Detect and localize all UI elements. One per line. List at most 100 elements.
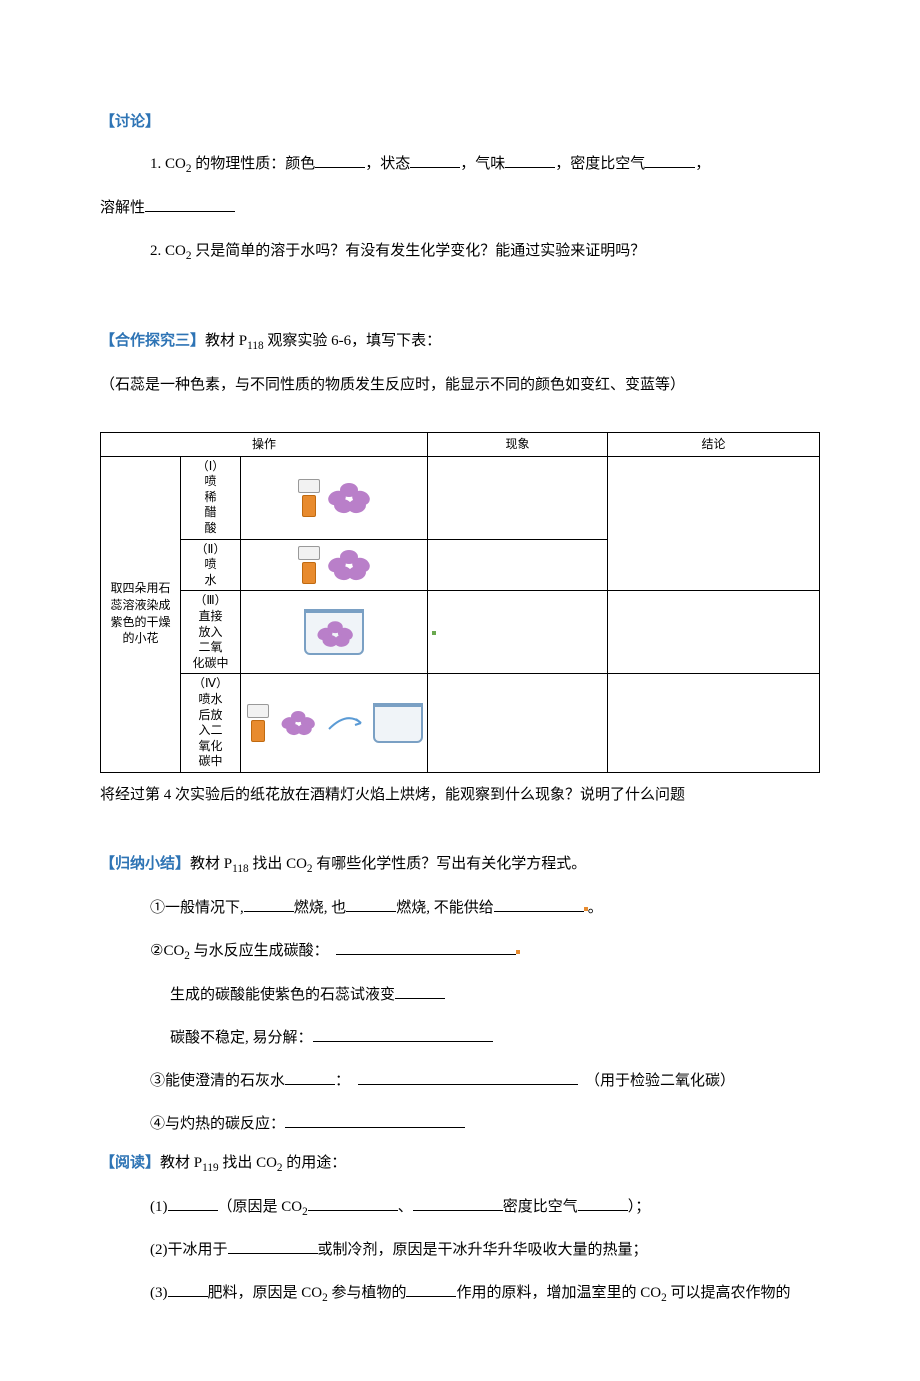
text: ④与灼热的碳反应： (150, 1116, 285, 1132)
left-label: 取四朵用石蕊溶液染成紫色的干燥的小花 (101, 456, 181, 772)
blank (645, 153, 695, 168)
flower-icon (281, 711, 316, 735)
row-num: （Ⅱ） (185, 542, 236, 558)
text: 燃烧, 也 (294, 900, 347, 916)
text: 燃烧, 不能供给 (396, 900, 494, 916)
reading-item-2: (2)干冰用于 或制冷剂，原因是干冰升华升华吸收大量的热量； (100, 1234, 820, 1267)
text: 教材 P (160, 1155, 202, 1171)
phen-cell (428, 456, 608, 539)
table-row: （Ⅳ）喷水 后放 入二 氧化 碳中 (101, 674, 820, 773)
blank (244, 897, 294, 912)
marker-dot (516, 950, 520, 954)
spray-bottle-icon (296, 479, 322, 517)
spray-bottle-icon (296, 546, 322, 584)
marker-dot (432, 631, 436, 635)
blank (578, 1196, 628, 1211)
text: 观察实验 6-6，填写下表： (264, 333, 442, 349)
blank (228, 1239, 318, 1254)
text: ③能使澄清的石灰水 (150, 1073, 285, 1089)
text: ，密度比空气 (555, 156, 645, 172)
blank (410, 153, 460, 168)
blank (406, 1282, 456, 1297)
text: （原因是 CO (218, 1199, 303, 1215)
op-label-2: （Ⅱ）喷 水 (181, 539, 241, 591)
blank (308, 1196, 398, 1211)
conc-cell (608, 456, 820, 591)
summary-item-1: ①一般情况下, 燃烧, 也 燃烧, 不能供给 。 (100, 892, 820, 925)
subscript: 118 (247, 340, 263, 352)
blank (336, 940, 516, 955)
explore-heading: 【合作探究三】教材 P118 观察实验 6-6，填写下表： (100, 329, 820, 355)
explore-note: （石蕊是一种色素，与不同性质的物质发生反应时，能显示不同的颜色如变红、变蓝等） (100, 369, 820, 402)
th-conclusion: 结论 (608, 432, 820, 456)
text: 参与植物的 (328, 1285, 407, 1301)
discussion-item-1: 1. CO2 的物理性质：颜色，状态，气味，密度比空气， (100, 148, 820, 182)
flower-icon (317, 622, 354, 648)
heading-bracket: 【阅读】 (100, 1155, 160, 1171)
text: ， (695, 156, 710, 172)
blank (313, 1027, 493, 1042)
arrow-icon (327, 715, 367, 731)
text: ①一般情况下, (150, 900, 244, 916)
reading-heading: 【阅读】教材 P119 找出 CO2 的用途： (100, 1151, 820, 1177)
summary-item-4: ④与灼热的碳反应： (100, 1108, 820, 1141)
spray-bottle-icon (245, 704, 271, 742)
row-num: （Ⅰ） (185, 459, 236, 475)
text: 。 (588, 900, 603, 916)
heading-bracket: 【归纳小结】 (100, 856, 190, 872)
text: 教材 P (205, 333, 247, 349)
summary-heading: 【归纳小结】教材 P118 找出 CO2 有哪些化学性质？写出有关化学方程式。 (100, 852, 820, 878)
left-label-text: 取四朵用石蕊溶液染成紫色的干燥的小花 (105, 580, 176, 647)
text: 有哪些化学性质？写出有关化学方程式。 (313, 856, 587, 872)
blank (315, 153, 365, 168)
op-img-1 (241, 456, 428, 539)
row-num: （Ⅳ） (185, 676, 236, 692)
discussion-heading-text: 【讨论】 (100, 114, 160, 130)
discussion-heading: 【讨论】 (100, 110, 820, 134)
row-num: （Ⅲ） (185, 593, 236, 609)
table-after-text: 将经过第 4 次实验后的纸花放在酒精灯火焰上烘烤，能观察到什么现象？说明了什么问… (100, 779, 820, 812)
text: 碳酸不稳定, 易分解： (170, 1030, 313, 1046)
text: 或制冷剂，原因是干冰升华升华吸收大量的热量； (318, 1242, 648, 1258)
jar-icon (304, 609, 364, 655)
op-label-4: （Ⅳ）喷水 后放 入二 氧化 碳中 (181, 674, 241, 773)
blank (285, 1113, 465, 1128)
text: 的物理性质：颜色 (191, 156, 315, 172)
text: 的用途： (283, 1155, 347, 1171)
blank (145, 197, 235, 212)
blank (346, 897, 396, 912)
text: 肥料，原因是 CO (208, 1285, 323, 1301)
text: (1) (150, 1199, 168, 1215)
text: 溶解性 (100, 200, 145, 216)
flower-icon (328, 550, 372, 580)
text: 1. CO (150, 156, 186, 172)
blank (395, 984, 445, 999)
text: (2)干冰用于 (150, 1242, 228, 1258)
row-label: 喷 稀 醋 酸 (185, 474, 236, 536)
text: 只是简单的溶于水吗？有没有发生化学变化？能通过实验来证明吗？ (191, 243, 645, 259)
text: 作用的原料，增加温室里的 CO (456, 1285, 661, 1301)
th-phenomenon: 现象 (428, 432, 608, 456)
text: 可以提高农作物的 (667, 1285, 791, 1301)
jar-icon (373, 703, 423, 743)
subscript: 119 (202, 1162, 218, 1174)
text: （用于检验二氧化碳） (585, 1073, 735, 1089)
summary-item-2c: 碳酸不稳定, 易分解： (100, 1022, 820, 1055)
phen-cell (428, 591, 608, 674)
heading-bracket: 【合作探究三】 (100, 333, 205, 349)
discussion-item-1b: 溶解性 (100, 192, 820, 225)
table-row: （Ⅲ）直接 放入 二氧 化碳中 (101, 591, 820, 674)
table-header-row: 操作 现象 结论 (101, 432, 820, 456)
op-img-3 (241, 591, 428, 674)
text: 教材 P (190, 856, 232, 872)
blank (505, 153, 555, 168)
text: 找出 CO (219, 1155, 277, 1171)
text: 找出 CO (249, 856, 307, 872)
blank (413, 1196, 503, 1211)
op-img-4 (241, 674, 428, 773)
blank (358, 1070, 578, 1085)
text: 、 (398, 1199, 413, 1215)
flower-icon (328, 483, 372, 513)
experiment-table: 操作 现象 结论 取四朵用石蕊溶液染成紫色的干燥的小花 （Ⅰ）喷 稀 醋 酸 （… (100, 432, 820, 773)
text: (3) (150, 1285, 168, 1301)
